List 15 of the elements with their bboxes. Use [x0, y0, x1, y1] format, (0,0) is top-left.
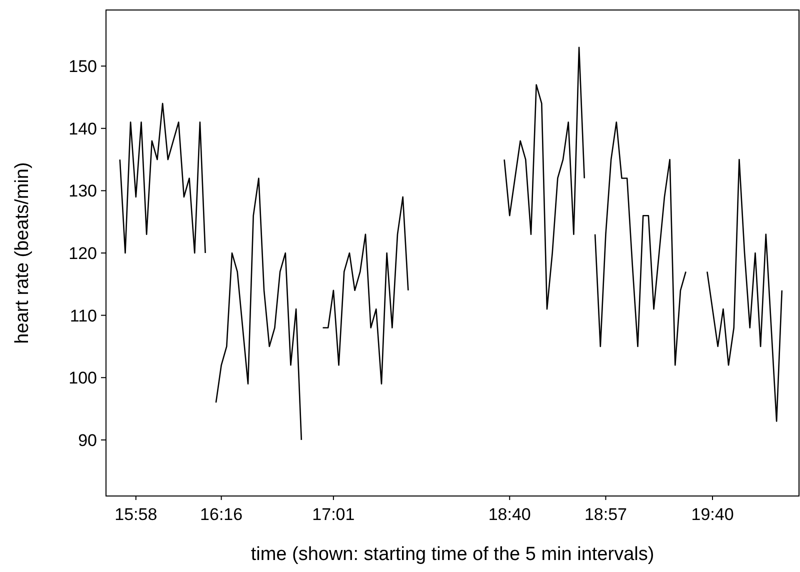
- y-tick-label: 90: [78, 430, 97, 450]
- y-tick-label: 110: [70, 306, 97, 326]
- y-axis-title: heart rate (beats/min): [12, 162, 33, 344]
- y-tick-label: 120: [68, 244, 97, 263]
- x-tick-label: 15:58: [114, 505, 158, 524]
- x-tick-label: 19:40: [691, 505, 734, 524]
- x-tick-label: 18:40: [488, 505, 531, 524]
- y-tick-label: 140: [68, 119, 97, 138]
- y-tick-label: 150: [68, 57, 97, 76]
- x-tick-label: 16:16: [200, 505, 243, 524]
- x-tick-label: 18:57: [584, 505, 627, 524]
- x-axis-title: time (shown: starting time of the 5 min intervals): [250, 544, 654, 565]
- y-tick-label: 130: [68, 182, 97, 201]
- x-tick-label: 17:01: [312, 505, 355, 524]
- y-tick-label: 100: [68, 368, 97, 388]
